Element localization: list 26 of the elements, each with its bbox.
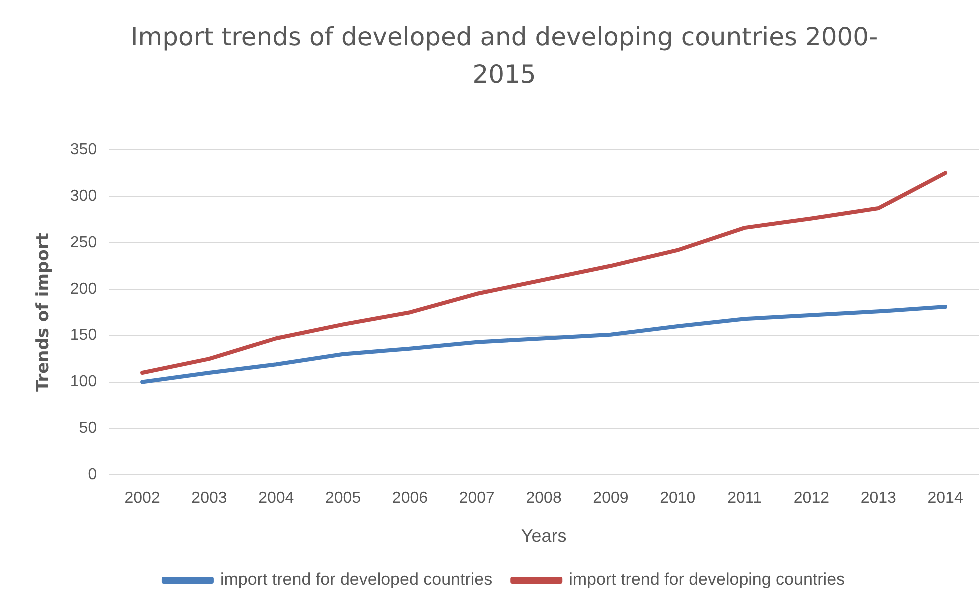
- y-tick-label: 0: [88, 466, 98, 484]
- chart-title: Import trends of developed and developing countries 2000-2015: [130, 22, 878, 89]
- y-axis-title: Trends of import: [34, 233, 54, 392]
- x-tick-label: 2006: [392, 490, 428, 508]
- x-tick-label: 2007: [459, 490, 496, 508]
- y-tick-label: 200: [70, 280, 98, 298]
- x-tick-label: 2013: [860, 490, 897, 508]
- x-tick-label: 2012: [794, 490, 830, 508]
- x-tick-label: 2003: [192, 490, 228, 508]
- x-tick-label: 2002: [124, 490, 160, 508]
- x-tick-label: 2009: [593, 490, 629, 508]
- y-tick-label: 250: [70, 234, 98, 252]
- legend-label: import trend for developing countries: [569, 570, 846, 590]
- x-tick-label: 2011: [728, 490, 762, 508]
- y-tick-label: 350: [70, 141, 98, 158]
- y-tick-label: 300: [70, 188, 98, 205]
- x-tick-label: 2005: [326, 490, 362, 508]
- x-axis-title: Years: [521, 526, 567, 546]
- y-tick-label: 100: [70, 374, 98, 391]
- x-tick-label: 2010: [660, 490, 696, 508]
- x-tick-label: 2004: [258, 490, 294, 508]
- x-tick-label: 2008: [526, 490, 562, 508]
- legend-label: import trend for developed countries: [220, 570, 493, 590]
- y-tick-label: 150: [70, 327, 98, 344]
- x-tick-label: 2014: [928, 490, 964, 508]
- y-tick-label: 50: [79, 420, 98, 438]
